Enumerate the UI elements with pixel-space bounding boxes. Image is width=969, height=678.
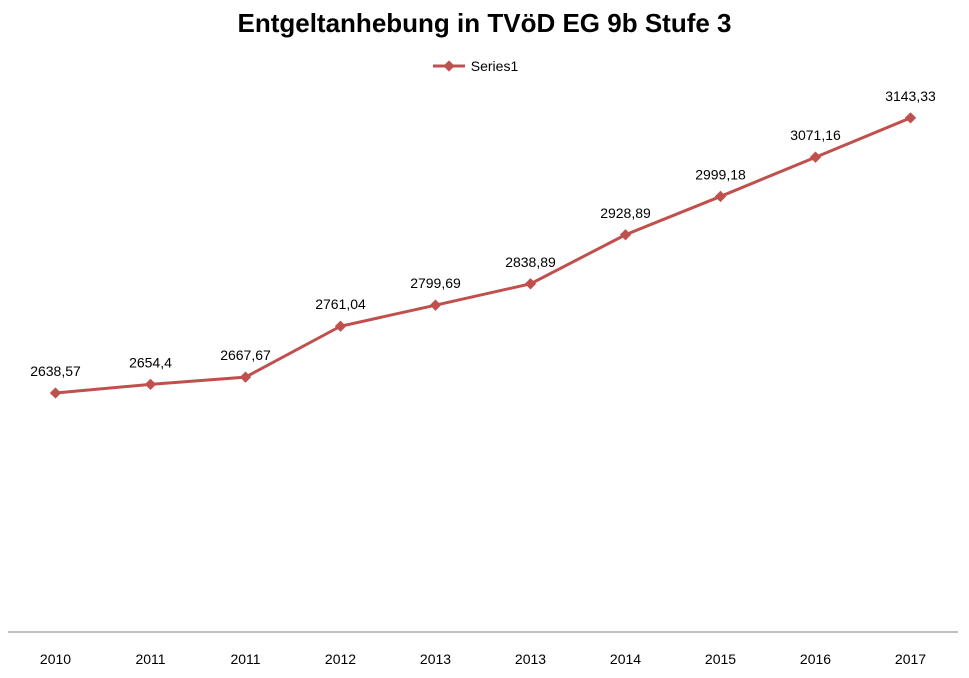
data-point: [334, 320, 347, 332]
data-label: 2999,18: [695, 166, 746, 182]
data-label: 2799,69: [410, 275, 461, 291]
series-line: [55, 116, 912, 395]
data-point: [809, 151, 822, 163]
x-tick-label: 2011: [135, 651, 165, 667]
data-label: 3071,16: [790, 127, 841, 143]
x-tick-label: 2013: [515, 651, 546, 667]
data-point: [239, 371, 252, 383]
x-tick-label: 2012: [325, 651, 356, 667]
data-point: [429, 299, 442, 311]
x-tick-label: 2015: [705, 651, 736, 667]
x-tick-label: 2010: [40, 651, 71, 667]
data-point: [904, 112, 917, 124]
data-label: 2654,4: [129, 354, 172, 370]
data-point: [714, 190, 727, 203]
legend-marker-icon: [432, 60, 465, 72]
data-label: 2838,89: [505, 254, 556, 270]
data-label: 2761,04: [315, 296, 366, 312]
data-point: [619, 229, 632, 241]
x-tick-label: 2014: [610, 651, 641, 667]
data-point: [144, 378, 157, 391]
data-label: 2928,89: [600, 205, 651, 221]
x-tick-label: 2011: [230, 651, 260, 667]
chart-title: Entgeltanhebung in TVöD EG 9b Stufe 3: [237, 8, 732, 38]
x-tick-label: 2016: [800, 651, 831, 667]
data-point: [49, 387, 62, 399]
x-tick-label: 2017: [895, 651, 926, 667]
data-point: [524, 278, 537, 290]
x-tick-label: 2013: [420, 651, 451, 667]
legend: Series1: [0, 58, 969, 76]
data-label: 2638,57: [30, 363, 81, 379]
legend-label: Series1: [470, 58, 519, 74]
data-label: 3143,33: [885, 88, 936, 104]
data-label: 2667,67: [220, 347, 271, 363]
